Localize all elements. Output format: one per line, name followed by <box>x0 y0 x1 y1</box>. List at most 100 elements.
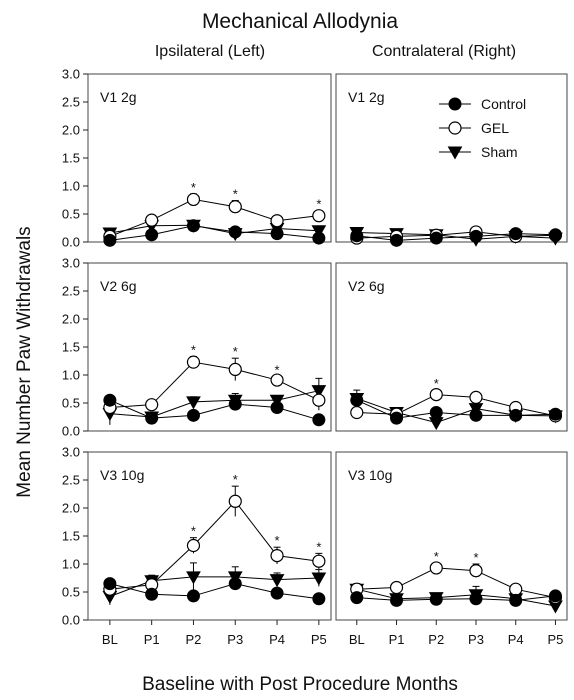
legend-label: Sham <box>481 144 518 160</box>
point-control-p1 <box>391 412 403 424</box>
series-control <box>104 394 325 426</box>
series-gel <box>351 389 562 422</box>
significance-star: * <box>316 539 321 554</box>
point-control-p2 <box>187 220 199 232</box>
y-tick-label: 3.0 <box>62 256 80 271</box>
point-gel-p5 <box>313 555 325 567</box>
significance-star: * <box>275 533 280 548</box>
significance-star: * <box>434 549 439 564</box>
legend-marker-gel <box>449 122 461 134</box>
panel-label: V2 6g <box>348 278 385 294</box>
point-gel-p3 <box>470 565 482 577</box>
point-gel-p3 <box>470 391 482 403</box>
x-tick-label: BL <box>102 632 118 647</box>
legend-item-control: Control <box>439 96 526 112</box>
significance-star: * <box>233 472 238 487</box>
x-axis-label: Baseline with Post Procedure Months <box>142 674 458 695</box>
legend-label: GEL <box>481 120 509 136</box>
point-control-p5 <box>549 408 561 420</box>
point-control-p1 <box>391 594 403 606</box>
x-tick-label: P5 <box>547 632 563 647</box>
significance-star: * <box>191 180 196 195</box>
series-line-sham <box>110 391 319 417</box>
legend-marker-control <box>449 98 461 110</box>
point-gel-p2 <box>187 356 199 368</box>
point-control-p2 <box>430 232 442 244</box>
point-control-bl <box>104 394 116 406</box>
point-sham-p2 <box>187 397 200 409</box>
point-sham-p5 <box>312 573 325 585</box>
x-tick-label: P2 <box>186 632 202 647</box>
point-control-p3 <box>470 593 482 605</box>
y-tick-label: 1.5 <box>62 151 80 166</box>
y-tick-label: 2.5 <box>62 473 80 488</box>
point-control-p2 <box>430 407 442 419</box>
series-control <box>351 394 562 424</box>
panel-label: V1 2g <box>348 89 385 105</box>
series-line-sham <box>357 399 556 423</box>
point-gel-p4 <box>271 215 283 227</box>
point-control-p3 <box>470 230 482 242</box>
y-tick-label: 1.0 <box>62 179 80 194</box>
series-line-sham <box>110 225 319 233</box>
y-tick-label: 0.0 <box>62 613 80 628</box>
point-gel-p2 <box>187 540 199 552</box>
point-gel-p2 <box>187 193 199 205</box>
legend-label: Control <box>481 96 526 112</box>
panel-v3-10g-contralateral: BL P1 P2 P3 P4 P5 V3 10g * * <box>336 452 567 647</box>
point-gel-p1 <box>146 399 158 411</box>
y-tick-label: 1.5 <box>62 529 80 544</box>
y-tick-label: 0.5 <box>62 207 80 222</box>
legend-marker-sham <box>449 147 462 159</box>
point-gel-p5 <box>313 394 325 406</box>
y-axis-label: Mean Number Paw Withdrawals <box>14 226 35 497</box>
point-control-p2 <box>430 593 442 605</box>
x-tick-label: P3 <box>227 632 243 647</box>
panel-v3-10g-ipsilateral: 0.0 0.5 1.0 1.5 2.0 2.5 3.0 BL P1 P2 P3 P4 P5 V3 10g *… <box>62 445 331 648</box>
x-tick-label: P3 <box>468 632 484 647</box>
point-control-p3 <box>229 578 241 590</box>
x-tick-label: P4 <box>269 632 285 647</box>
panel-v2-6g-contralateral: V2 6g * <box>336 263 567 431</box>
column-title-contralateral: Contralateral (Right) <box>372 43 516 60</box>
point-control-p5 <box>549 590 561 602</box>
point-gel-p1 <box>391 582 403 594</box>
point-gel-p4 <box>510 583 522 595</box>
legend-item-gel: GEL <box>439 120 509 136</box>
point-gel-p3 <box>229 495 241 507</box>
panel-label: V3 10g <box>348 467 392 483</box>
y-tick-label: 0.5 <box>62 396 80 411</box>
y-tick-label: 0.0 <box>62 235 80 250</box>
point-gel-p4 <box>271 550 283 562</box>
y-tick-label: 3.0 <box>62 445 80 460</box>
y-tick-label: 3.0 <box>62 67 80 82</box>
point-gel-p3 <box>229 363 241 375</box>
panel-v2-6g-ipsilateral: 0.0 0.5 1.0 1.5 2.0 2.5 3.0 V2 6g * * * <box>62 256 331 439</box>
x-tick-label: P1 <box>389 632 405 647</box>
y-tick-label: 1.0 <box>62 368 80 383</box>
x-tick-label: P4 <box>508 632 524 647</box>
y-tick-label: 2.5 <box>62 95 80 110</box>
series-line-gel <box>110 501 319 589</box>
x-tick-label: BL <box>349 632 365 647</box>
point-control-bl <box>104 578 116 590</box>
panel-v1-2g-ipsilateral: 0.0 0.5 1.0 1.5 2.0 2.5 3.0 V1 2g * * * <box>62 67 331 250</box>
significance-star: * <box>434 376 439 391</box>
point-gel-p1 <box>146 214 158 226</box>
series-gel <box>351 226 562 244</box>
point-control-p4 <box>510 228 522 240</box>
series-control <box>104 578 325 605</box>
point-gel-bl <box>351 407 363 419</box>
y-tick-label: 2.0 <box>62 312 80 327</box>
significance-star: * <box>275 363 280 378</box>
y-tick-label: 2.5 <box>62 284 80 299</box>
point-sham-p2 <box>430 418 443 430</box>
series-line-control <box>110 400 319 420</box>
y-tick-label: 1.5 <box>62 340 80 355</box>
point-control-bl <box>104 234 116 246</box>
point-control-p5 <box>313 593 325 605</box>
significance-star: * <box>191 524 196 539</box>
y-tick-label: 1.0 <box>62 557 80 572</box>
series-sham <box>103 563 325 605</box>
